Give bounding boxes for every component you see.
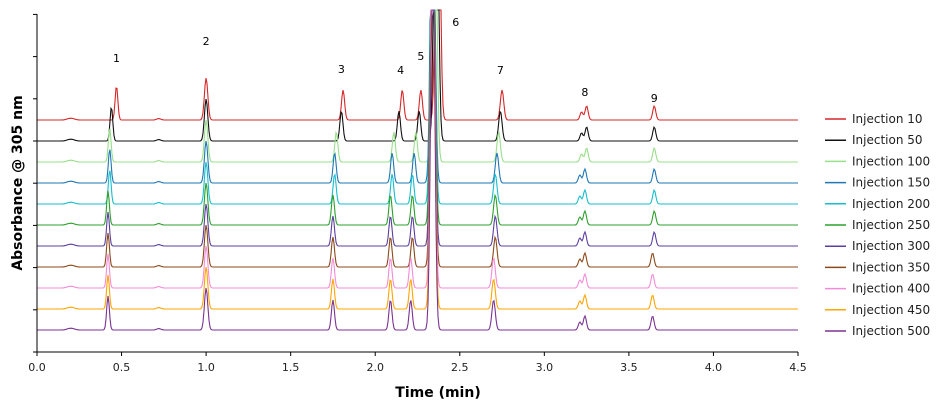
peak-label-9: 9 bbox=[651, 92, 658, 105]
series-trace-3 bbox=[37, 9, 798, 163]
legend-label-4: Injection 150 bbox=[852, 176, 930, 190]
series-trace-9 bbox=[37, 9, 798, 289]
series-trace-6 bbox=[37, 9, 798, 226]
peak-label-8: 8 bbox=[581, 86, 588, 99]
y-axis-title: Absorbance @ 305 nm bbox=[10, 95, 26, 270]
x-tick-label: 0.0 bbox=[28, 361, 46, 374]
peak-label-3: 3 bbox=[338, 63, 345, 76]
series-trace-10 bbox=[37, 9, 798, 310]
x-tick-label: 4.5 bbox=[789, 361, 807, 374]
peak-label-1: 1 bbox=[113, 52, 120, 65]
legend-label-8: Injection 350 bbox=[852, 260, 930, 274]
x-tick-label: 3.5 bbox=[620, 361, 638, 374]
peak-label-6: 6 bbox=[452, 16, 459, 29]
peak-label-2: 2 bbox=[203, 35, 210, 48]
legend-label-1: Injection 10 bbox=[852, 112, 923, 126]
legend-label-5: Injection 200 bbox=[852, 197, 930, 211]
x-tick-label: 0.5 bbox=[113, 361, 131, 374]
legend-label-11: Injection 500 bbox=[852, 324, 930, 338]
traces-group bbox=[37, 9, 798, 331]
series-trace-7 bbox=[37, 9, 798, 247]
series-trace-8 bbox=[37, 9, 798, 268]
x-tick-label: 3.0 bbox=[536, 361, 554, 374]
x-tick-label: 2.0 bbox=[366, 361, 384, 374]
legend-label-6: Injection 250 bbox=[852, 218, 930, 232]
peak-label-4: 4 bbox=[397, 64, 404, 77]
peak-label-5: 5 bbox=[417, 50, 424, 63]
legend-label-7: Injection 300 bbox=[852, 239, 930, 253]
y-ticks-group bbox=[33, 13, 37, 353]
series-trace-5 bbox=[37, 9, 798, 205]
x-tick-label: 2.5 bbox=[451, 361, 469, 374]
legend-label-9: Injection 400 bbox=[852, 282, 930, 296]
legend-label-2: Injection 50 bbox=[852, 133, 923, 147]
x-tick-label: 1.5 bbox=[282, 361, 300, 374]
x-tick-label: 4.0 bbox=[705, 361, 723, 374]
x-tick-label: 1.0 bbox=[197, 361, 215, 374]
peak-label-7: 7 bbox=[497, 64, 504, 77]
x-axis-title: Time (min) bbox=[395, 385, 480, 401]
series-trace-11 bbox=[37, 9, 798, 331]
series-trace-2 bbox=[37, 9, 798, 142]
legend-label-3: Injection 100 bbox=[852, 154, 930, 168]
series-trace-4 bbox=[37, 9, 798, 184]
series-trace-1 bbox=[37, 9, 798, 121]
x-ticks-group: 0.0 0.5 1.0 1.5 2.0 2.5 3.0 3.5 4.0 4.5 bbox=[28, 352, 807, 374]
peak-labels-group: 1 2 3 45 6 7 8 9 bbox=[113, 16, 658, 105]
legend-label-10: Injection 450 bbox=[852, 303, 930, 317]
legend: Injection 10 Injection 50 Injection 100 Inj… bbox=[825, 112, 930, 338]
